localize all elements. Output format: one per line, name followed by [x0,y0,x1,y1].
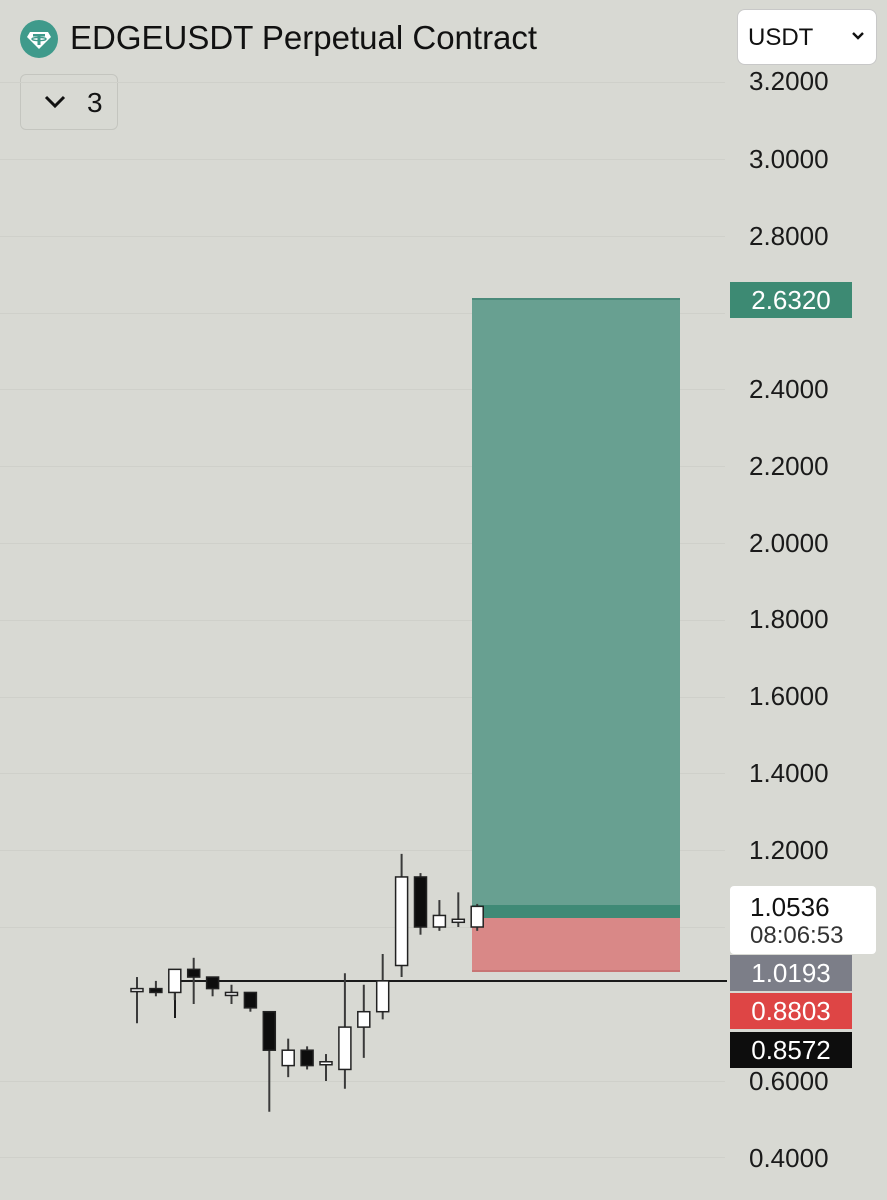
price-axis-label: 1.8000 [749,604,829,634]
candle [186,957,201,1004]
low-price-tag: 0.8572 [730,1032,852,1068]
candle-countdown: 08:06:53 [750,922,844,949]
candle [432,900,447,931]
currency-select[interactable]: USDT [737,9,877,65]
contract-title: EDGEUSDT Perpetual Contract [70,19,538,56]
candle [413,873,428,935]
price-axis-label: 2.4000 [749,374,829,404]
candle-body-up [394,876,409,967]
candle-body-up [470,905,484,928]
current-price-box: 1.0536 08:06:53 [730,886,876,954]
price-axis-label: 0.4000 [749,1143,829,1173]
candle [224,984,239,1004]
candle-body-down [205,976,220,990]
candle [394,853,409,978]
take-profit-zone[interactable] [472,298,680,918]
candle [149,980,163,997]
candle-body-up [357,1010,371,1028]
candle-body-up [432,914,447,928]
gridline [0,773,725,774]
candle-body-down [243,991,258,1009]
price-axis-label: 1.2000 [749,835,829,865]
stop-loss-price-tag: 0.8803 [730,993,852,1029]
gridline [0,927,725,928]
current-price-label: 1.0536 [750,892,830,922]
candle-body-down [186,968,201,978]
candle-body-down [300,1049,314,1067]
candle [262,1010,277,1112]
take-profit-price-tag: 2.6320 [730,282,852,318]
price-axis-label: 0.6000 [749,1066,829,1096]
gridline [0,697,725,698]
price-axis-label: 1.6000 [749,681,829,711]
horizontal-ray-line[interactable] [175,980,727,982]
gridline [0,1081,725,1082]
gridline [0,313,725,314]
candle-body-down [413,876,428,928]
price-axis-label: 3.2000 [749,66,829,96]
gridline [0,389,725,390]
price-axis-label: 3.0000 [749,144,829,174]
candle-body-up [281,1049,295,1067]
candle [470,903,484,931]
price-axis-label: 2.2000 [749,451,829,481]
candlestick-series [130,853,484,1112]
price-axis-label: 2.0000 [749,528,829,558]
candle [451,892,466,927]
candle-body-up [451,918,466,924]
stop-loss-edge [472,970,680,972]
gridline [0,543,725,544]
take-profit-edge [472,298,680,300]
candle [357,984,371,1058]
indicators-count: 3 [87,87,103,118]
candle-body-up [319,1061,333,1066]
candle [281,1038,295,1078]
candle [130,977,144,1024]
gridline [0,620,725,621]
entry-band [472,905,680,918]
candle [168,968,182,1001]
gridline [0,466,725,467]
entry-price-tag: 1.0193 [730,955,852,991]
candle [300,1046,314,1070]
candle [205,976,220,997]
candle-body-up [375,980,390,1013]
stop-loss-zone[interactable] [472,918,680,972]
candle [243,991,258,1012]
chart-header: EDGEUSDT Perpetual Contract USDT [0,0,887,72]
indicators-toggle-button[interactable]: 3 [20,74,118,130]
chevron-down-icon [44,95,66,109]
candle-body-down [262,1010,277,1051]
chevron-down-icon [852,32,864,40]
gridline [0,1157,725,1158]
tether-icon [20,20,58,58]
price-axis-label: 1.4000 [749,758,829,788]
gridline [0,159,725,160]
candle [375,953,390,1020]
candle-body-up [338,1026,352,1071]
gridline [0,236,725,237]
candle-body-down [149,987,163,994]
candle [338,973,352,1089]
candle-body-up [224,991,239,997]
gridline [0,82,725,83]
gridline [0,850,725,851]
price-axis-label: 2.8000 [749,221,829,251]
candle-body-up [130,987,144,993]
currency-select-value: USDT [748,24,814,51]
candle [319,1054,333,1081]
candle-body-up [168,968,182,994]
